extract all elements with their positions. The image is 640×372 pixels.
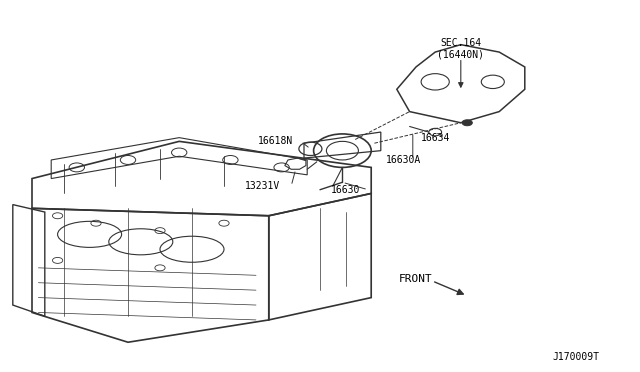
Circle shape: [462, 120, 472, 126]
Text: SEC.164
(16440N): SEC.164 (16440N): [437, 38, 484, 59]
Text: 16630: 16630: [331, 185, 360, 195]
Text: 13231V: 13231V: [244, 181, 280, 191]
Text: FRONT: FRONT: [399, 274, 433, 284]
Text: 16630A: 16630A: [385, 155, 421, 165]
Text: 16618N: 16618N: [257, 137, 293, 146]
Text: 16634: 16634: [420, 133, 450, 142]
Text: J170009T: J170009T: [552, 352, 600, 362]
